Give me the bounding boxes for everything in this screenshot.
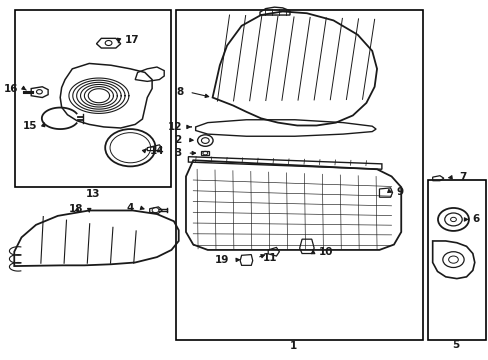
Text: 11: 11 <box>263 253 277 263</box>
Text: 12: 12 <box>168 122 182 132</box>
Text: 16: 16 <box>3 84 18 94</box>
Text: 3: 3 <box>174 148 181 158</box>
Text: 17: 17 <box>124 35 139 45</box>
Text: 8: 8 <box>176 87 183 97</box>
Text: 5: 5 <box>451 340 458 350</box>
Text: 4: 4 <box>126 203 134 213</box>
Text: 1: 1 <box>290 341 297 351</box>
Text: 2: 2 <box>174 135 181 145</box>
Text: 19: 19 <box>215 255 229 265</box>
Text: 9: 9 <box>396 187 403 197</box>
Text: 18: 18 <box>69 204 83 214</box>
Text: 7: 7 <box>458 172 466 182</box>
Text: 15: 15 <box>23 121 38 131</box>
Text: 10: 10 <box>318 247 333 257</box>
Text: 14: 14 <box>149 146 164 156</box>
Text: 13: 13 <box>86 189 100 199</box>
Text: 6: 6 <box>472 215 479 224</box>
